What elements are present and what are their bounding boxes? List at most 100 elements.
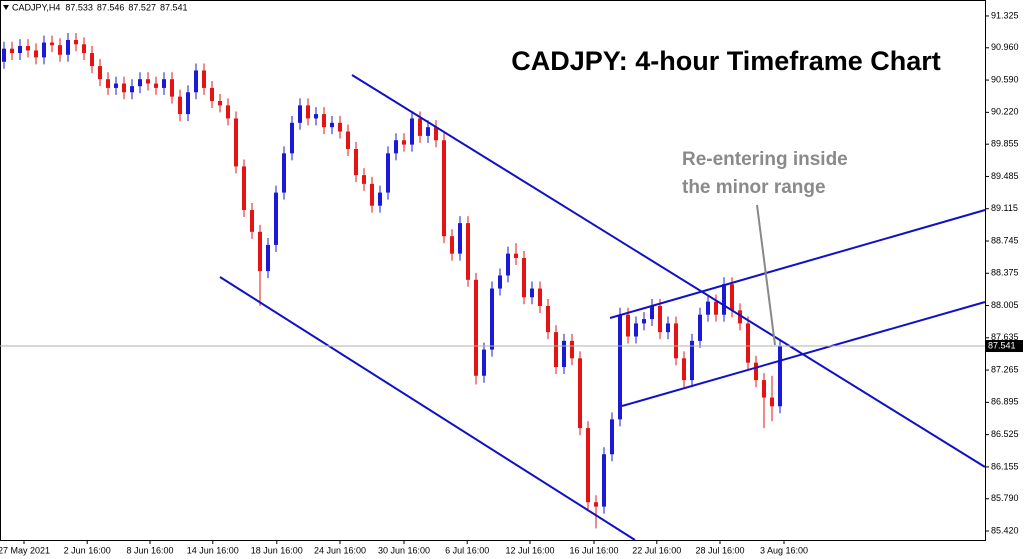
candle-body (754, 362, 758, 381)
candle-body (266, 244, 270, 272)
candle-body (434, 127, 438, 141)
candle-body (146, 79, 150, 84)
candle-body (418, 118, 422, 136)
candle-body (362, 175, 366, 184)
candle-body (10, 48, 14, 54)
trend-line (609, 209, 986, 319)
candle-body (162, 79, 166, 88)
y-tick-label: 88.745 (991, 235, 1019, 245)
candle-body (674, 323, 678, 359)
price-label: 87.541 (988, 340, 1016, 350)
candle-body (682, 358, 686, 381)
x-tick-label: 2 Jun 16:00 (64, 545, 111, 555)
y-tick-label: 86.895 (991, 397, 1019, 407)
y-tick-label: 90.960 (991, 42, 1019, 52)
candle-body (402, 140, 406, 145)
candle-body (746, 323, 750, 363)
candle-body (74, 39, 78, 45)
y-tick-label: 85.420 (991, 525, 1019, 535)
candle-body (482, 349, 486, 376)
y-tick-label: 87.635 (991, 332, 1019, 342)
candle-body (666, 323, 670, 333)
chart-title: CADJPY: 4-hour Timeframe Chart (511, 46, 941, 76)
candle-body (106, 79, 110, 88)
candle-body (42, 42, 46, 58)
candle-body (546, 305, 550, 333)
header-value: 87.546 (97, 2, 125, 12)
candle-body (706, 301, 710, 315)
annotation: the minor range (682, 177, 826, 198)
x-tick-label: 3 Aug 16:00 (760, 545, 808, 555)
y-tick-label: 89.485 (991, 171, 1019, 181)
annotation: Re-entering inside (682, 149, 848, 170)
x-tick-label: 8 Jun 16:00 (126, 545, 173, 555)
candle-body (258, 231, 262, 272)
candle-body (466, 223, 470, 280)
candle-body (562, 340, 566, 368)
candle-body (122, 83, 126, 93)
candle-body (722, 284, 726, 315)
x-tick-label: 14 Jun 16:00 (187, 545, 239, 555)
x-tick-label: 6 Jul 16:00 (445, 545, 489, 555)
x-tick-label: 24 Jun 16:00 (314, 545, 366, 555)
candle-body (738, 310, 742, 324)
candle-body (626, 314, 630, 337)
candle-body (618, 314, 622, 420)
candle-body (730, 284, 734, 311)
candle-body (194, 70, 198, 93)
y-tick-label: 90.590 (991, 74, 1019, 84)
candle-body (26, 46, 30, 51)
candle-body (282, 153, 286, 193)
y-tick-label: 86.155 (991, 461, 1019, 471)
candle-body (530, 288, 534, 298)
x-tick-label: 30 Jun 16:00 (378, 545, 430, 555)
x-tick-label: 27 May 2021 (0, 545, 50, 555)
candle-body (234, 118, 238, 167)
candle-body (322, 114, 326, 128)
x-tick-label: 22 Jul 16:00 (632, 545, 681, 555)
candle-body (642, 319, 646, 324)
candle-body (130, 86, 134, 93)
y-tick-label: 86.525 (991, 429, 1019, 439)
candle-body (178, 96, 182, 115)
candle-body (698, 314, 702, 341)
header-value: 87.541 (160, 2, 188, 12)
candle-body (226, 105, 230, 119)
candle-body (634, 323, 638, 337)
y-tick-label: 90.220 (991, 107, 1019, 117)
candle-body (578, 358, 582, 429)
y-tick-label: 87.265 (991, 364, 1019, 374)
symbol: CADJPY,H4 (12, 2, 60, 12)
candle-body (250, 210, 254, 232)
y-tick-label: 85.790 (991, 493, 1019, 503)
candle-body (770, 397, 774, 407)
x-tick-label: 18 Jun 16:00 (251, 545, 303, 555)
candle-body (186, 92, 190, 115)
candles (2, 32, 782, 529)
price-box (985, 340, 1023, 353)
candle-body (346, 131, 350, 149)
candle-body (98, 66, 102, 80)
candle-body (34, 50, 38, 58)
candle-body (474, 279, 478, 376)
candle-body (714, 301, 718, 315)
candle-body (594, 502, 598, 507)
candle-body (586, 428, 590, 503)
header-value: 87.533 (65, 2, 93, 12)
x-tick-label: 12 Jul 16:00 (505, 545, 554, 555)
candle-body (114, 83, 118, 88)
candle-body (610, 419, 614, 455)
candle-body (458, 223, 462, 254)
candle-body (370, 183, 374, 206)
candle-body (650, 305, 654, 320)
annotation-arrow (756, 204, 776, 346)
candle-body (658, 305, 662, 333)
candle-body (274, 192, 278, 245)
x-tick-label: 16 Jul 16:00 (569, 545, 618, 555)
y-tick-label: 88.375 (991, 268, 1019, 278)
candle-body (450, 236, 454, 254)
candle-body (538, 288, 542, 306)
candle-body (690, 340, 694, 381)
candle-body (2, 48, 6, 62)
